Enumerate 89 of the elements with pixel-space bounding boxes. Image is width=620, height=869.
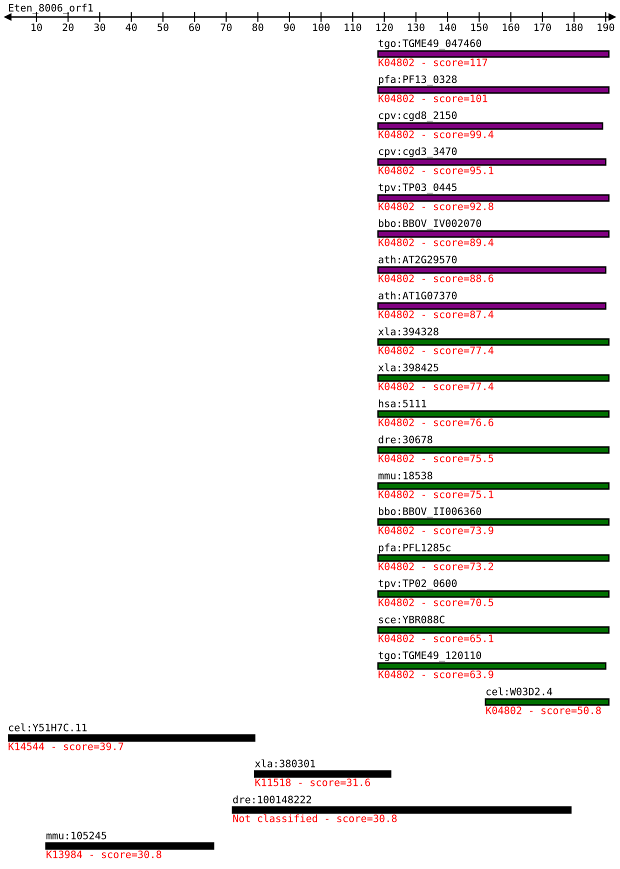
x-tick-label: 110 (344, 23, 362, 32)
x-tick-label: 160 (502, 23, 520, 32)
x-tick-label: 180 (566, 23, 583, 32)
y-tick-label: cpv:cgd3_3470 (378, 147, 457, 158)
bar (45, 842, 214, 850)
x-tick-label: 190 (598, 23, 614, 32)
bar (377, 446, 610, 454)
bar (377, 194, 610, 202)
annotation: K04802 - score=117 (378, 58, 488, 66)
y-tick-label: ath:AT2G29570 (378, 256, 457, 264)
y-tick-label: hsa:5111 (378, 400, 426, 408)
annotation: K04802 - score=76.6 (378, 418, 494, 426)
bar (377, 482, 610, 490)
y-tick-label: bbo:BBOV_II006360 (378, 507, 482, 518)
y-tick-label: ath:AT1G07370 (378, 292, 457, 300)
annotation: K11518 - score=31.6 (255, 778, 370, 786)
bar (377, 302, 606, 310)
bar (377, 662, 606, 670)
x-tick-label: 150 (471, 23, 488, 32)
y-tick-label: tgo:TGME49_047460 (378, 39, 482, 50)
y-tick-label: cel:W03D2.4 (486, 687, 552, 696)
y-tick-label: pfa:PFL1285c (378, 544, 450, 554)
bar (377, 374, 610, 382)
bar (377, 410, 610, 418)
y-tick-label: cpv:cgd8_2150 (378, 111, 457, 122)
bar (377, 50, 610, 58)
annotation: K04802 - score=70.5 (378, 598, 494, 606)
annotation: K04802 - score=95.1 (378, 166, 494, 174)
bar (377, 122, 604, 130)
annotation: K13984 - score=30.8 (46, 850, 162, 858)
x-tick-label: 50 (158, 23, 168, 32)
y-tick-label: xla:398425 (378, 363, 438, 372)
x-tick-label: 70 (220, 23, 232, 32)
annotation: K04802 - score=65.1 (378, 634, 494, 642)
bar (377, 158, 606, 166)
y-tick-label: dre:30678 (378, 436, 432, 444)
chart-title: Eten_8006_orf1 (8, 4, 93, 14)
annotation: K04802 - score=73.9 (378, 526, 494, 534)
bar (232, 806, 572, 814)
bar (377, 518, 610, 526)
y-tick-label: cel:Y51H7C.11 (8, 723, 87, 732)
y-tick-label: tpv:TP02_0600 (378, 579, 457, 590)
annotation: K04802 - score=63.9 (378, 670, 494, 678)
annotation: K04802 - score=87.4 (378, 310, 494, 318)
x-tick-label: 40 (126, 23, 137, 32)
x-tick-label: 60 (189, 23, 200, 32)
x-tick-label: 140 (440, 23, 456, 32)
y-tick-label: tgo:TGME49_120110 (378, 651, 482, 662)
y-tick-label: xla:394328 (378, 327, 438, 336)
bar (377, 554, 610, 562)
annotation: K04802 - score=75.5 (378, 454, 494, 462)
y-tick-label: bbo:BBOV_IV002070 (378, 219, 482, 230)
annotation: K04802 - score=77.4 (378, 346, 494, 354)
x-tick-label: 170 (534, 23, 551, 32)
y-tick-label: pfa:PF13_0328 (378, 75, 457, 86)
annotation: K04802 - score=88.6 (378, 274, 494, 282)
bar (377, 230, 610, 238)
bar (484, 698, 610, 706)
x-tick-label: 100 (313, 23, 330, 32)
annotation: K04802 - score=50.8 (486, 706, 601, 714)
x-tick-label: 90 (284, 23, 295, 32)
annotation: K04802 - score=99.4 (378, 130, 494, 138)
y-tick-label: sce:YBR088C (379, 616, 444, 624)
bar (377, 590, 610, 598)
annotation: K04802 - score=73.2 (378, 562, 494, 570)
annotation: K04802 - score=77.4 (378, 382, 494, 390)
annotation: Not classified - score=30.8 (233, 814, 397, 822)
y-tick-label: xla:380301 (255, 759, 316, 768)
y-tick-label: mmu:18538 (378, 472, 432, 480)
y-tick-label: tpv:TP03_0445 (378, 183, 457, 194)
annotation: K14544 - score=39.7 (8, 742, 124, 750)
bar (377, 86, 610, 94)
annotation: K04802 - score=92.8 (378, 202, 494, 210)
bar (254, 770, 392, 778)
bar (377, 266, 606, 274)
bar (377, 338, 610, 346)
x-tick-label: 10 (32, 23, 42, 32)
y-tick-label: dre:100148222 (233, 796, 312, 804)
x-tick-label: 80 (252, 23, 264, 32)
bar (8, 734, 256, 742)
annotation: K04802 - score=101 (378, 94, 488, 102)
bar (377, 626, 610, 634)
annotation: K04802 - score=89.4 (378, 238, 494, 246)
y-tick-label: mmu:105245 (46, 832, 106, 840)
x-tick-label: 30 (94, 23, 106, 32)
x-tick-label: 120 (376, 23, 393, 32)
x-tick-label: 130 (408, 23, 424, 32)
annotation: K04802 - score=75.1 (378, 490, 494, 498)
x-tick-label: 20 (62, 23, 74, 32)
